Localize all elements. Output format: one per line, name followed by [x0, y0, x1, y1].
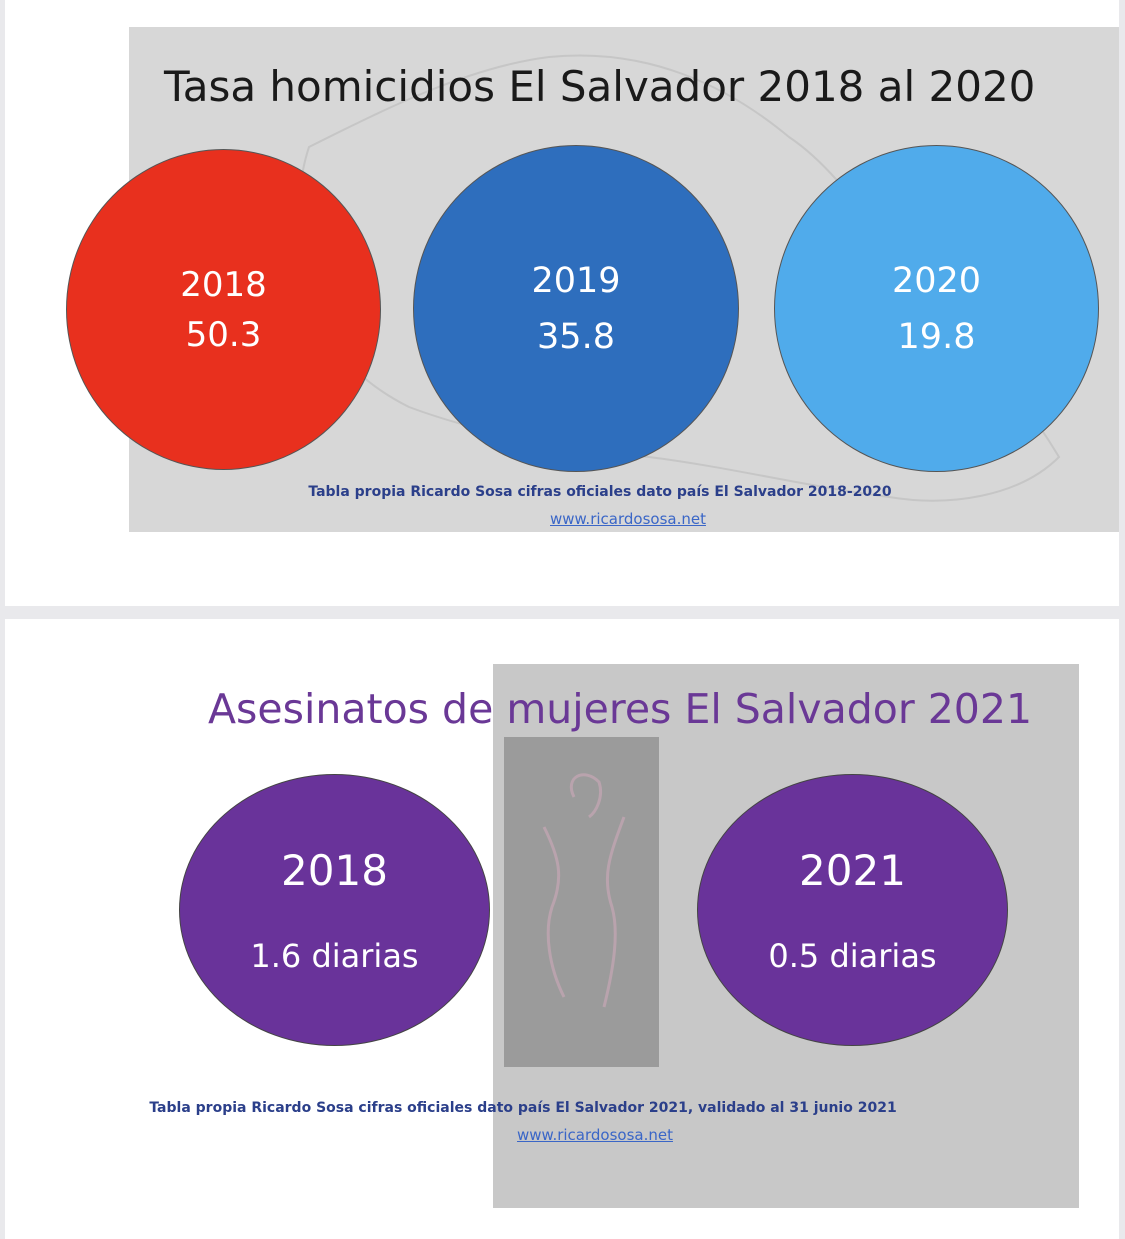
- circle-value: 50.3: [185, 314, 262, 355]
- circle-year: 2019: [531, 260, 621, 301]
- el-salvador-map-outline: [296, 54, 1061, 502]
- source-note: Tabla propia Ricardo Sosa cifras oficial…: [308, 484, 892, 500]
- slide-femicides: Asesinatos de mujeres El Salvador 2021 2…: [5, 619, 1119, 1239]
- female-silhouette-icon: [542, 773, 626, 1008]
- website-link[interactable]: www.ricardososa.net: [550, 510, 706, 528]
- slide-title: Asesinatos de mujeres El Salvador 2021: [208, 685, 1033, 733]
- circle-2019: 2019 35.8: [413, 145, 739, 472]
- website-link[interactable]: www.ricardososa.net: [517, 1126, 673, 1144]
- circle-2020: 2020 19.8: [774, 145, 1099, 472]
- circle-year: 2020: [891, 260, 982, 301]
- circle-year: 2018: [180, 264, 267, 305]
- silhouette-image: [504, 737, 659, 1067]
- source-note: Tabla propia Ricardo Sosa cifras oficial…: [149, 1100, 897, 1116]
- slide-title: Tasa homicidios El Salvador 2018 al 2020: [164, 62, 1036, 111]
- circle-value: 1.6 diarias: [250, 936, 419, 975]
- circle-2018: 2018 1.6 diarias: [179, 774, 490, 1046]
- circle-value: 19.8: [897, 316, 976, 357]
- circle-year: 2018: [281, 845, 388, 895]
- circle-year: 2021: [799, 845, 906, 895]
- slide-homicide-rate: Tasa homicidios El Salvador 2018 al 2020…: [5, 0, 1119, 606]
- circle-value: 35.8: [537, 316, 615, 357]
- circle-2018: 2018 50.3: [66, 149, 381, 470]
- circle-value: 0.5 diarias: [768, 936, 937, 975]
- circle-2021: 2021 0.5 diarias: [697, 774, 1008, 1046]
